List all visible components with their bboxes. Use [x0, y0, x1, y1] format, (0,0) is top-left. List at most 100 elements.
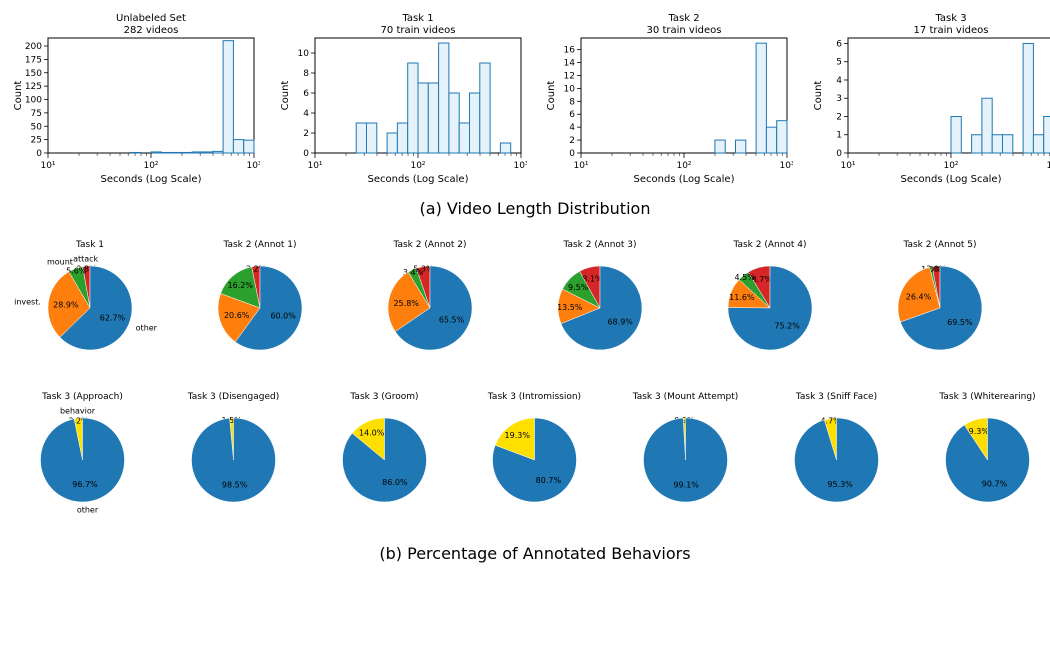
pie-slice	[945, 418, 1029, 502]
pie-cell-r1-3: Task 2 (Annot 3)8.1%9.5%13.5%68.9%	[520, 236, 680, 370]
pie-pct-label: 28.9%	[53, 301, 79, 310]
pie-title: Task 2 (Annot 5)	[902, 240, 976, 250]
xtick-label: 10²	[410, 161, 425, 171]
pie-title: Task 2 (Annot 2)	[392, 240, 466, 250]
pie-r1-1: Task 2 (Annot 1)3.2%16.2%20.6%60.0%	[180, 236, 340, 366]
pie-pct-label: 95.3%	[828, 480, 854, 489]
histogram-3: Task 317 train videos012345610¹10²10³Sec…	[810, 10, 1050, 185]
hist-title-2: 17 train videos	[914, 25, 989, 36]
pie-title: Task 3 (Mount Attempt)	[632, 392, 739, 402]
pie-title: Task 3 (Sniff Face)	[795, 392, 877, 402]
pie-pct-label: 4.5%	[734, 273, 755, 282]
pie-r1-2: Task 2 (Annot 2)5.3%3.4%25.8%65.5%	[350, 236, 510, 366]
hist-bar	[449, 93, 459, 153]
ytick-label: 4	[570, 123, 576, 133]
xlabel: Seconds (Log Scale)	[634, 174, 735, 185]
hist-bar	[151, 152, 161, 153]
hist-panel-2: Task 230 train videos024681012141610¹10²…	[543, 10, 793, 189]
hist-title-2: 30 train videos	[647, 25, 722, 36]
pie-r1-5: Task 2 (Annot 5)3.0%1.0%26.4%69.5%	[860, 236, 1020, 366]
pie-pct-label: 16.2%	[228, 281, 254, 290]
pie-title: Task 1	[75, 240, 104, 250]
xtick-label: 10¹	[40, 161, 55, 171]
pie-title: Task 2 (Annot 4)	[732, 240, 806, 250]
pie-r1-0: Task 12.8%attack5.6%mount28.9%invest.62.…	[10, 236, 170, 366]
hist-bar	[192, 152, 202, 153]
hist-title-1: Task 1	[401, 13, 433, 24]
hist-panel-1: Task 170 train videos024681010¹10²10³Sec…	[277, 10, 527, 189]
pie-outer-label: mount	[47, 257, 73, 266]
hist-bar	[182, 152, 192, 153]
hist-bar	[438, 43, 448, 153]
pie-title: Task 3 (Whiterearing)	[938, 392, 1035, 402]
hist-bar	[951, 116, 961, 153]
hist-bar	[244, 140, 254, 153]
caption-a: (a) Video Length Distribution	[10, 199, 1050, 218]
pie-title: Task 2 (Annot 1)	[222, 240, 296, 250]
pie-pct-label: 9.3%	[969, 427, 990, 436]
pie-row-1: Task 12.8%attack5.6%mount28.9%invest.62.…	[10, 236, 1050, 370]
hist-bar	[469, 93, 479, 153]
hist-bar	[387, 133, 397, 153]
hist-bar	[1033, 135, 1043, 153]
pie-cell-r2-1: Task 3 (Disengaged)1.5%98.5%	[161, 388, 306, 522]
hist-bar	[356, 123, 366, 153]
pie-r2-1: Task 3 (Disengaged)1.5%98.5%	[161, 388, 306, 518]
xtick-label: 10¹	[307, 161, 322, 171]
histogram-2: Task 230 train videos024681012141610¹10²…	[543, 10, 793, 185]
ytick-label: 8	[570, 97, 576, 107]
hist-bar	[756, 43, 766, 153]
xtick-label: 10¹	[574, 161, 589, 171]
hist-bar	[203, 152, 213, 153]
hist-bar	[172, 152, 182, 153]
pie-cell-r1-2: Task 2 (Annot 2)5.3%3.4%25.8%65.5%	[350, 236, 510, 370]
pie-pct-label: 26.4%	[906, 293, 932, 302]
ylabel: Count	[813, 81, 824, 111]
pie-pct-label: 99.1%	[674, 480, 700, 489]
pie-title: Task 3 (Groom)	[349, 392, 418, 402]
ytick-label: 10	[564, 84, 576, 94]
xtick-label: 10³	[1046, 161, 1050, 171]
pie-r2-0: Task 3 (Approach)3.2%behavior96.7%other	[10, 388, 155, 518]
hist-bar	[407, 63, 417, 153]
pie-slice	[41, 418, 125, 502]
histogram-0: Unlabeled Set282 videos02550751001251501…	[10, 10, 260, 185]
ytick-label: 2	[570, 136, 576, 146]
pie-r1-4: Task 2 (Annot 4)8.7%4.5%11.6%75.2%	[690, 236, 850, 366]
hist-bar	[715, 140, 725, 153]
pie-cell-r2-5: Task 3 (Sniff Face)4.7%95.3%	[764, 388, 909, 522]
pie-outer-label: behavior	[60, 407, 96, 416]
ytick-label: 125	[25, 82, 42, 92]
ytick-label: 6	[570, 110, 576, 120]
xtick-label: 10²	[143, 161, 158, 171]
hist-bar	[972, 135, 982, 153]
pie-pct-label: 9.5%	[568, 283, 589, 292]
hist-bar	[479, 63, 489, 153]
hist-bar	[500, 143, 510, 153]
pie-pct-label: 11.6%	[729, 293, 755, 302]
pie-pct-label: 69.5%	[947, 318, 973, 327]
ytick-label: 12	[564, 71, 575, 81]
pie-pct-label: 98.5%	[222, 480, 248, 489]
pie-title: Task 3 (Intromission)	[487, 392, 581, 402]
ytick-label: 0	[303, 149, 309, 159]
pie-pct-label: 19.3%	[505, 431, 531, 440]
pie-r1-3: Task 2 (Annot 3)8.1%9.5%13.5%68.9%	[520, 236, 680, 366]
ytick-label: 4	[303, 109, 309, 119]
ytick-label: 100	[25, 96, 42, 106]
hist-title-2: 70 train videos	[380, 25, 455, 36]
pie-cell-r2-3: Task 3 (Intromission)19.3%80.7%	[462, 388, 607, 522]
xtick-label: 10¹	[840, 161, 855, 171]
pie-pct-label: 96.7%	[72, 480, 98, 489]
pie-pct-label: 86.0%	[382, 478, 408, 487]
ytick-label: 0	[570, 149, 576, 159]
ylabel: Count	[546, 81, 557, 111]
pie-title: Task 2 (Annot 3)	[562, 240, 636, 250]
ytick-label: 2	[836, 112, 842, 122]
hist-title-1: Unlabeled Set	[116, 13, 186, 24]
pie-pct-label: 60.0%	[270, 312, 296, 321]
hist-bar	[992, 135, 1002, 153]
pie-cell-r2-2: Task 3 (Groom)14.0%86.0%	[312, 388, 457, 522]
hist-frame	[848, 38, 1050, 153]
pie-outer-label: other	[77, 505, 99, 514]
